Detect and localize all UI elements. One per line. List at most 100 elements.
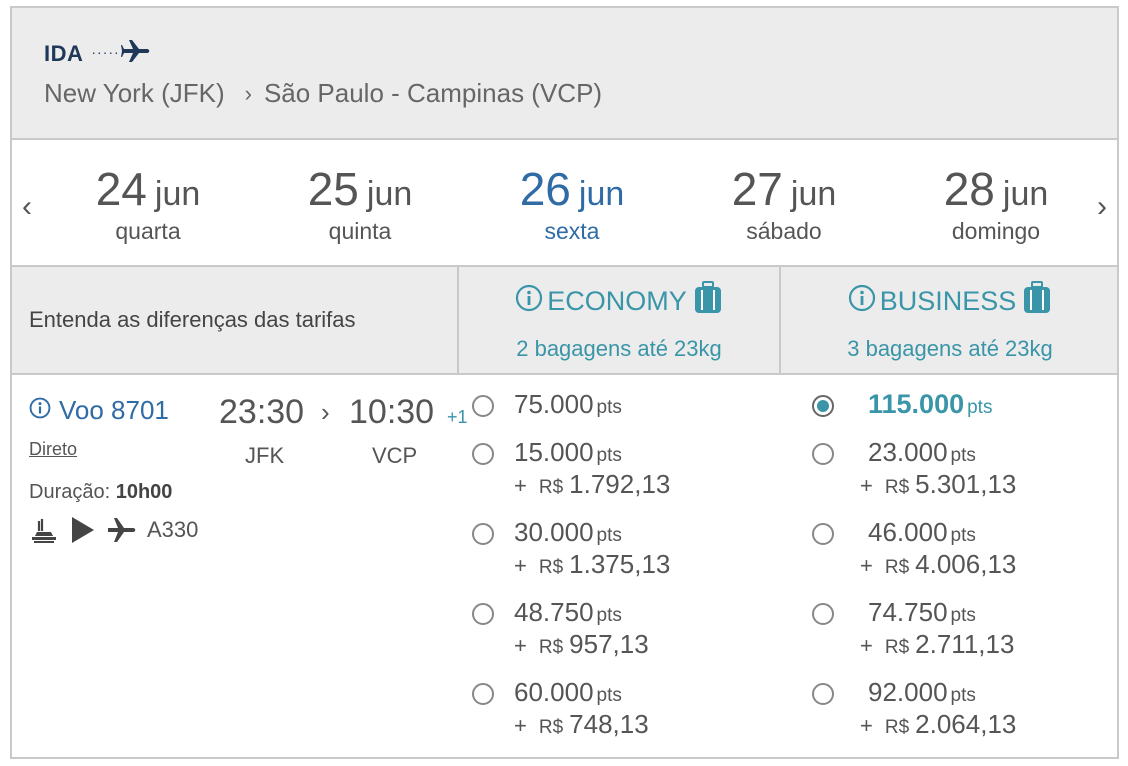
next-day-indicator: +1: [447, 407, 468, 427]
play-icon: [69, 515, 97, 545]
currency: R$: [538, 477, 564, 498]
destination-city: São Paulo - Campinas (VCP): [263, 78, 603, 108]
business-baggage: 3 bagagens até 23kg: [847, 336, 1053, 361]
plus-sign: +: [860, 473, 873, 498]
plus-sign: +: [860, 633, 873, 658]
economy-fare-option-2[interactable]: 15.000 pts + R$ 1.792,13: [472, 439, 670, 497]
arrival-time: 10:30: [349, 393, 435, 431]
points-value: 15.000: [514, 437, 594, 467]
points-value: 74.750: [868, 597, 948, 627]
plus-sign: +: [514, 713, 527, 738]
business-fare-option-2[interactable]: 23.000 pts + R$ 5.301,13: [812, 439, 1016, 497]
money-value: 1.792,13: [569, 469, 671, 499]
plane-icon: [107, 516, 137, 544]
radio-button[interactable]: [812, 603, 834, 625]
duration-value: 10h00: [115, 481, 173, 503]
date-month: jun: [578, 175, 625, 213]
radio-button[interactable]: [472, 523, 494, 545]
destination-code: VCP: [372, 443, 418, 468]
radio-button[interactable]: [472, 603, 494, 625]
points-value: 46.000: [868, 517, 948, 547]
points-value: 60.000: [514, 677, 594, 707]
points-unit: pts: [596, 525, 622, 546]
money-value: 4.006,13: [915, 549, 1017, 579]
meal-icon: [29, 515, 59, 545]
info-icon[interactable]: [515, 284, 543, 319]
business-fare-option-1[interactable]: 115.000 pts: [812, 391, 992, 418]
economy-fare-option-4[interactable]: 48.750 pts + R$ 957,13: [472, 599, 649, 657]
radio-button[interactable]: [472, 683, 494, 705]
points-unit: pts: [596, 685, 622, 706]
flight-row: Voo 8701 23:30 › 10:30 +1 JFK VCP Direto…: [12, 375, 1117, 759]
radio-button[interactable]: [472, 443, 494, 465]
info-icon[interactable]: [29, 397, 51, 424]
date-month: jun: [154, 175, 201, 213]
radio-button[interactable]: [812, 443, 834, 465]
economy-fare-option-3[interactable]: 30.000 pts + R$ 1.375,13: [472, 519, 670, 577]
stops-link[interactable]: Direto: [29, 439, 78, 459]
fare-differences-link[interactable]: Entenda as diferenças das tarifas: [29, 307, 356, 332]
points-unit: pts: [967, 397, 993, 418]
date-month: jun: [366, 175, 413, 213]
date-option-24-jun[interactable]: 24 jun quarta: [48, 162, 248, 245]
money-value: 5.301,13: [915, 469, 1017, 499]
plus-sign: +: [514, 473, 527, 498]
date-weekday: quarta: [115, 218, 181, 244]
date-day: 24: [95, 163, 147, 215]
duration: Duração: 10h00: [29, 481, 172, 504]
radio-button[interactable]: [812, 683, 834, 705]
origin-code: JFK: [245, 443, 285, 468]
points-value: 115.000: [868, 389, 965, 419]
date-month: jun: [790, 175, 837, 213]
economy-baggage: 2 bagagens até 23kg: [516, 336, 722, 361]
currency: R$: [884, 557, 910, 578]
money-value: 957,13: [569, 629, 649, 659]
chevron-right-icon[interactable]: ›: [1097, 190, 1107, 223]
points-value: 92.000: [868, 677, 948, 707]
radio-button[interactable]: [812, 523, 834, 545]
route-line: New York (JFK) › São Paulo - Campinas (V…: [44, 78, 602, 109]
radio-button-selected[interactable]: [812, 395, 834, 417]
chevron-left-icon[interactable]: ‹: [22, 190, 32, 223]
business-fare-option-3[interactable]: 46.000 pts + R$ 4.006,13: [812, 519, 1016, 577]
currency: R$: [884, 637, 910, 658]
points-value: 75.000: [514, 389, 594, 419]
flight-selection-card: IDA ····· New York (JFK) › São Paulo - C…: [10, 6, 1119, 759]
date-option-27-jun[interactable]: 27 jun sábado: [684, 162, 884, 245]
date-option-26-jun[interactable]: 26 jun sexta: [472, 162, 672, 245]
dotted-line-icon: ·····: [91, 43, 120, 60]
flight-info: Voo 8701 23:30 › 10:30 +1 JFK VCP Direto…: [29, 393, 469, 543]
money-value: 2.711,13: [915, 629, 1015, 659]
flight-number-link[interactable]: Voo 8701: [59, 395, 169, 425]
points-unit: pts: [950, 605, 976, 626]
business-label: BUSINESS: [879, 286, 1017, 316]
duration-label: Duração:: [29, 481, 111, 503]
money-value: 2.064,13: [915, 709, 1017, 739]
radio-button[interactable]: [472, 395, 494, 417]
money-value: 1.375,13: [569, 549, 671, 579]
baggage-icon: [1022, 281, 1052, 322]
info-icon[interactable]: [848, 284, 876, 319]
economy-fare-option-1[interactable]: 75.000 pts: [472, 391, 622, 417]
flight-number-line[interactable]: Voo 8701: [29, 395, 469, 426]
date-weekday: domingo: [951, 218, 1041, 244]
fare-class-header: Entenda as diferenças das tarifas ECONOM…: [12, 267, 1117, 375]
date-option-25-jun[interactable]: 25 jun quinta: [260, 162, 460, 245]
business-fare-option-5[interactable]: 92.000 pts + R$ 2.064,13: [812, 679, 1016, 737]
date-selector: ‹ 24 jun quarta 25 jun quinta 26 jun sexta …: [12, 140, 1117, 267]
date-weekday: sábado: [746, 218, 822, 244]
date-day: 25: [307, 163, 359, 215]
business-fare-option-4[interactable]: 74.750 pts + R$ 2.711,13: [812, 599, 1014, 657]
points-unit: pts: [596, 605, 622, 626]
points-unit: pts: [950, 445, 976, 466]
date-month: jun: [1002, 175, 1049, 213]
points-unit: pts: [950, 525, 976, 546]
points-unit: pts: [596, 445, 622, 466]
date-option-28-jun[interactable]: 28 jun domingo: [896, 162, 1096, 245]
plus-sign: +: [860, 553, 873, 578]
currency: R$: [538, 717, 564, 738]
direction-indicator: IDA ·····: [44, 38, 150, 69]
date-day: 28: [943, 163, 995, 215]
plus-sign: +: [514, 553, 527, 578]
economy-fare-option-5[interactable]: 60.000 pts + R$ 748,13: [472, 679, 649, 737]
